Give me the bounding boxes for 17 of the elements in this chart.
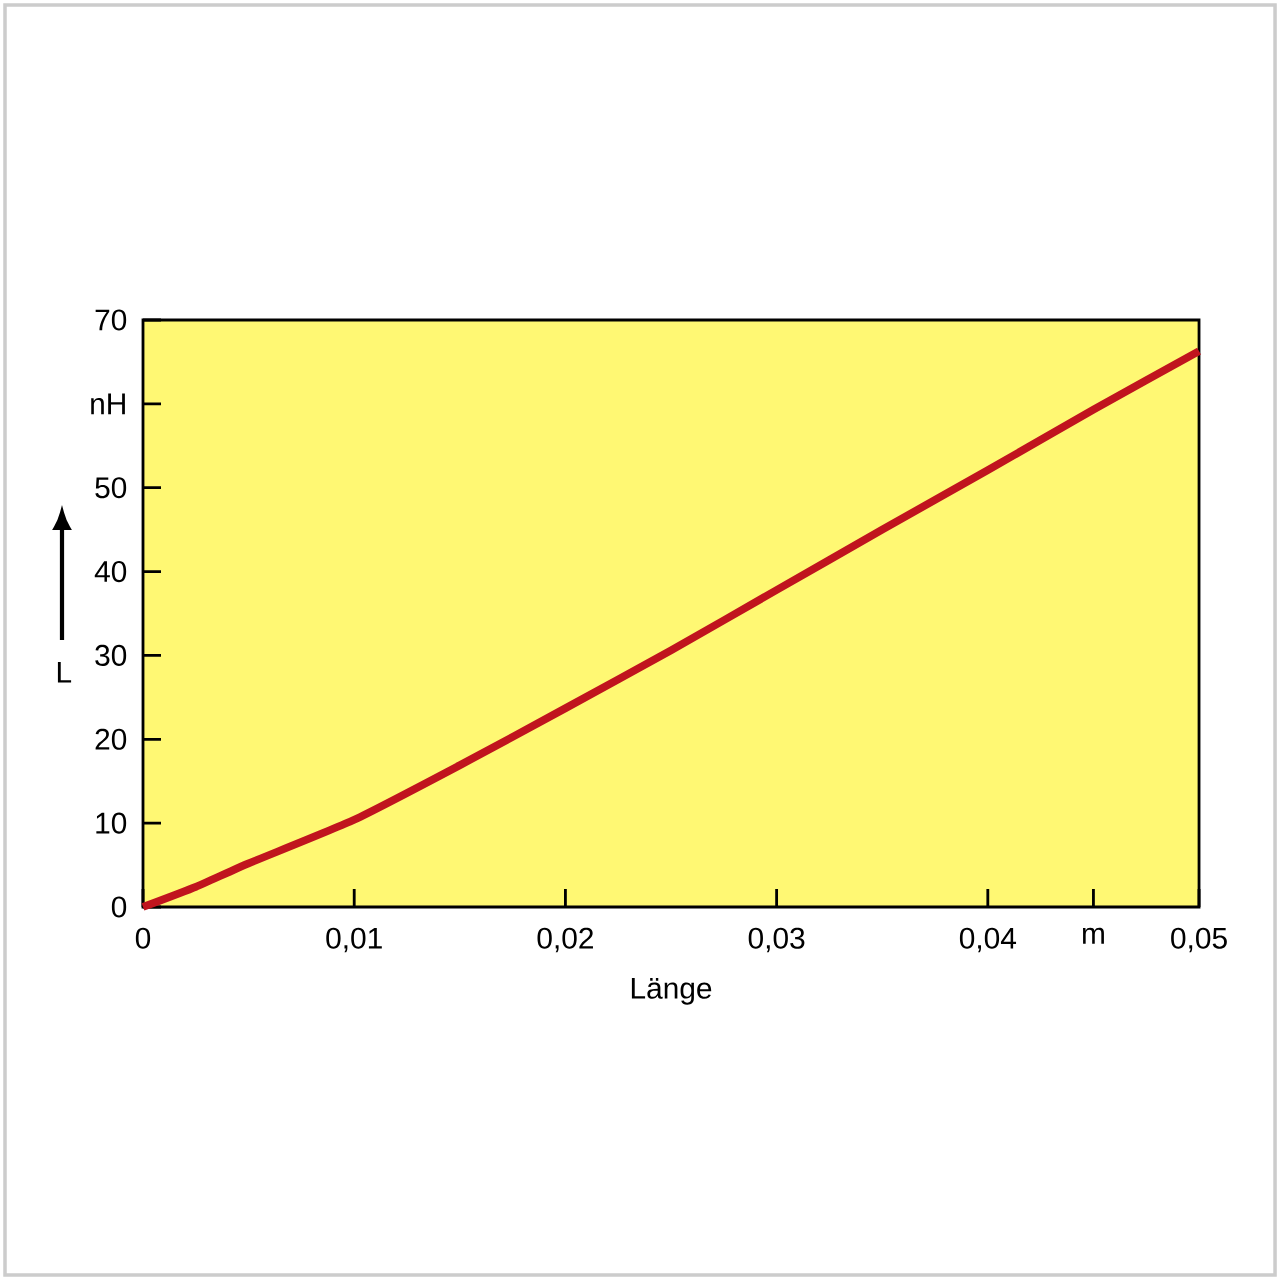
x-tick-label: 0 (135, 927, 151, 949)
y-tick-label: 30 (95, 644, 127, 666)
x-tick-label: 0,04 (959, 927, 1017, 953)
x-tick-label: 0,03 (748, 927, 805, 953)
y-tick-label: 50 (95, 477, 127, 499)
x-axis-title: Länge (631, 977, 712, 1005)
y-tick-label: 10 (96, 812, 127, 834)
y-axis-title: L (57, 661, 72, 683)
y-tick-label: 40 (94, 561, 127, 583)
x-tick-label: 0,02 (537, 927, 593, 953)
x-tick-label: 0,01 (326, 927, 382, 953)
y-tick-label: 20 (95, 728, 127, 750)
y-tick-label: 0 (111, 896, 127, 918)
y-tick-label: nH (91, 393, 125, 415)
x-tick-label: m (1082, 927, 1104, 944)
y-tick-label: 70 (95, 309, 127, 331)
x-tick-label: 0,05 (1171, 927, 1227, 953)
